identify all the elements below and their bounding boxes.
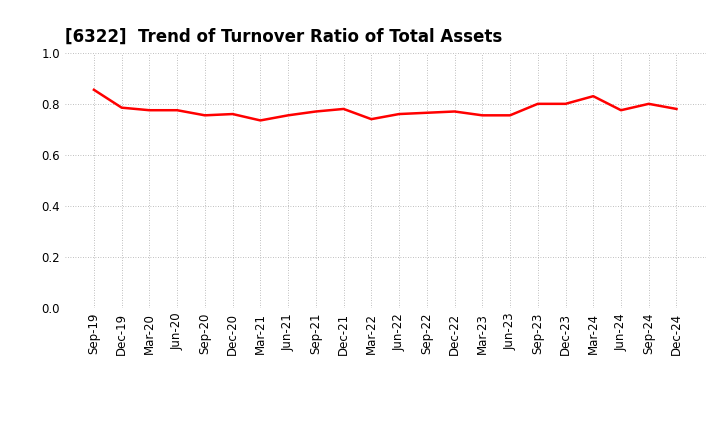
Text: [6322]  Trend of Turnover Ratio of Total Assets: [6322] Trend of Turnover Ratio of Total … [65, 28, 502, 46]
